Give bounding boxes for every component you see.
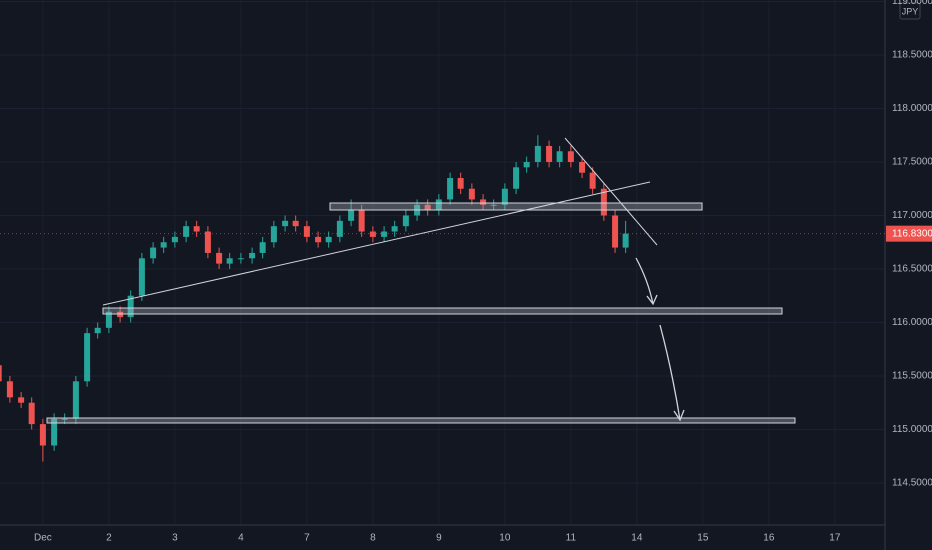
candle-body (435, 199, 442, 211)
candle-body (424, 204, 431, 211)
candle-body (6, 381, 13, 398)
x-tick-label: 2 (106, 533, 112, 544)
x-tick-label: 7 (304, 533, 310, 544)
candle-body (61, 418, 68, 420)
candle-body (612, 215, 619, 248)
candle-body (39, 424, 46, 446)
candle-body (193, 226, 200, 232)
x-tick-label: 4 (238, 533, 244, 544)
candle-body (457, 178, 464, 189)
candle-body (358, 210, 365, 232)
candle-body (490, 204, 497, 206)
candle-body (94, 327, 101, 334)
candle-body (391, 226, 398, 232)
candle-body (567, 151, 574, 162)
candle-body (171, 236, 178, 243)
candle-body (315, 236, 322, 243)
candle-body (556, 151, 563, 162)
candle-body (270, 226, 277, 243)
candle-body (501, 188, 508, 205)
candle-body (0, 365, 2, 382)
candle-body (105, 311, 112, 328)
zone (329, 202, 703, 211)
candle-body (160, 242, 167, 248)
x-tick-label: 8 (370, 533, 376, 544)
candle-body (513, 167, 520, 189)
candle-body (622, 233, 629, 248)
y-tick-label: 116.50000 (892, 264, 932, 275)
candle-body (589, 172, 596, 189)
y-tick-label: 114.50000 (892, 478, 932, 489)
zone (46, 417, 796, 424)
x-tick-label: Dec (34, 533, 52, 544)
x-tick-label: 10 (499, 533, 511, 544)
candle-body (480, 199, 487, 205)
candle-body (303, 226, 310, 237)
candle-body (381, 231, 388, 237)
candle-body (259, 242, 266, 253)
x-tick-label: 14 (631, 533, 643, 544)
candle-body (369, 231, 376, 237)
candle-body (447, 178, 454, 200)
x-tick-label: 15 (697, 533, 709, 544)
candle-body (237, 258, 244, 260)
candle-body (28, 402, 35, 425)
arrow-head (673, 409, 685, 422)
y-tick-label: 115.50000 (892, 371, 932, 382)
candle-body (127, 295, 134, 318)
trend-line (564, 137, 658, 246)
candle-body (51, 418, 58, 446)
candle-body (216, 252, 223, 264)
currency-box (899, 2, 921, 20)
arrow (635, 257, 654, 305)
candle-body (546, 145, 553, 162)
arrow (659, 324, 681, 421)
candle-body (468, 188, 475, 200)
zone (102, 307, 783, 315)
last-price-box (886, 225, 932, 242)
candle-body (523, 161, 530, 168)
candle-body (249, 252, 256, 259)
candle-body (183, 226, 190, 237)
candle-body (402, 215, 409, 227)
candle-body (18, 397, 25, 403)
last-price-label: 116.83000 (892, 228, 932, 239)
drawings (46, 137, 796, 424)
trend-line (102, 181, 651, 306)
currency: JPY (902, 6, 919, 16)
x-tick-label: 17 (829, 533, 841, 544)
x-tick-label: 16 (763, 533, 775, 544)
candle-body (138, 258, 145, 296)
candle-body (579, 161, 586, 173)
y-tick-label: 117.50000 (892, 157, 932, 168)
y-tick-label: 118.00000 (892, 103, 932, 114)
candle-body (150, 247, 157, 259)
y-tick-label: 119.00000 (892, 0, 932, 7)
candle-body (325, 236, 332, 243)
y-tick-label: 117.00000 (892, 210, 932, 221)
price-axis (885, 0, 932, 550)
candle-body (226, 258, 233, 264)
x-tick-label: 11 (566, 533, 577, 544)
candle-body (84, 333, 91, 382)
x-tick-label: 9 (436, 533, 442, 544)
y-tick-label: 115.00000 (892, 424, 932, 435)
y-tick-label: 118.50000 (892, 50, 932, 61)
candle-body (534, 145, 541, 162)
candle-body (348, 210, 355, 221)
candle-body (336, 220, 343, 237)
y-tick-label: 116.00000 (892, 317, 932, 328)
candle-body (72, 381, 79, 419)
candle-body (282, 220, 289, 227)
candle-body (600, 188, 607, 216)
candle-body (204, 231, 211, 253)
x-tick-label: 3 (172, 533, 178, 544)
candle-body (292, 220, 299, 227)
arrow-head (646, 294, 658, 306)
